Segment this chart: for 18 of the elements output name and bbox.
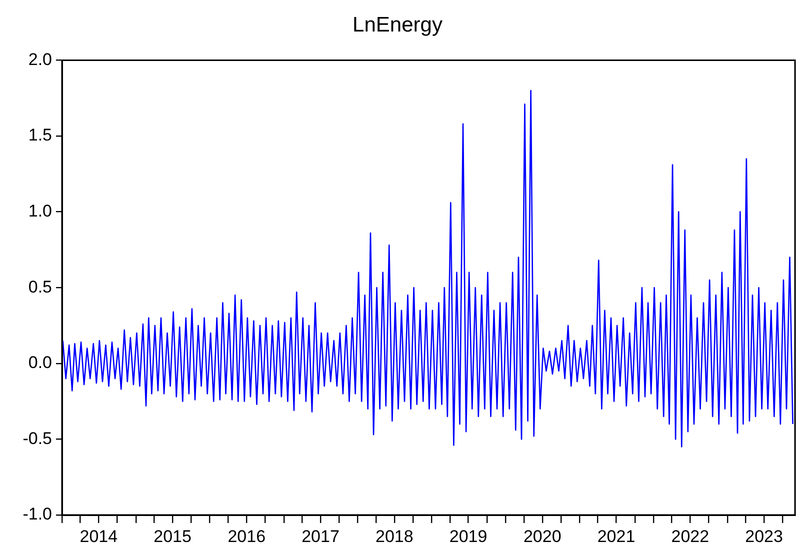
y-tick-label: 0.0 — [28, 353, 52, 372]
x-tick-label: 2018 — [375, 526, 414, 546]
x-tick-label: 2021 — [597, 526, 636, 546]
x-tick-label: 2022 — [671, 526, 710, 546]
y-tick-label: 1.5 — [28, 126, 52, 145]
y-tick-label: 1.0 — [28, 201, 52, 220]
y-tick-label: 2.0 — [28, 50, 52, 69]
chart-title: LnEnergy — [352, 13, 443, 36]
x-tick-label: 2020 — [523, 526, 562, 546]
y-tick-label: 0.5 — [28, 277, 52, 296]
x-tick-label: 2019 — [449, 526, 488, 546]
x-tick-label: 2015 — [154, 526, 192, 546]
x-tick-label: 2014 — [80, 526, 118, 546]
y-tick-label: -0.5 — [22, 428, 52, 448]
y-tick-label: -1.0 — [22, 504, 52, 524]
x-tick-label: 2023 — [745, 526, 783, 546]
x-tick-label: 2016 — [228, 526, 266, 546]
x-tick-label: 2017 — [302, 526, 340, 546]
